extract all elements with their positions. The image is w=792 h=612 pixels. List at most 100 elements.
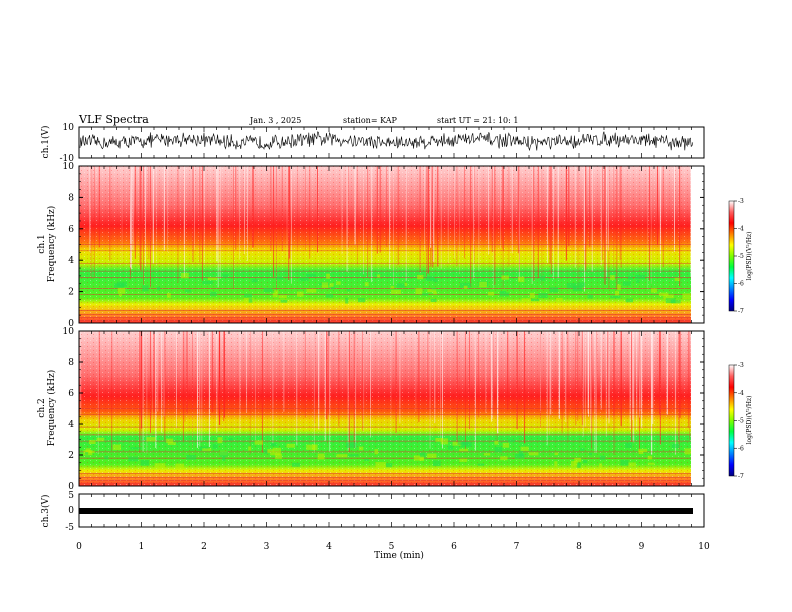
spectrogram-patch [682,293,692,300]
spectrogram-patch [417,274,424,280]
spectrogram-patch [272,447,281,454]
spectrogram-patch [479,281,487,288]
spectrogram-patch [358,446,364,451]
ch1-spec-ylabel-freq: Frequency (kHz) [46,206,57,283]
spectrogram-patch [529,292,535,298]
ch1-waveform-panel: 10 -10 ch.1(V) [40,123,705,164]
spectrogram-patch [413,455,424,461]
spectrogram-patch [166,438,174,443]
spectrogram-patch [658,292,669,297]
spectrogram-patch [459,458,468,462]
spectrogram-patch [571,461,576,467]
spectrogram-patch [501,275,509,280]
spectrogram-patch [663,294,674,300]
spectrogram-patch [364,282,369,287]
spectrogram-patch [499,292,509,297]
spectrogram-patch [243,297,254,304]
ch3-ytick-5: 5 [68,491,74,501]
spectrogram-patch [212,444,218,449]
colorbar-tick-label: -5 [738,418,744,425]
spectrogram-patch [615,290,619,296]
spectrogram-patch [217,437,223,444]
date-label: Jan. 3 , 2025 [249,116,301,125]
spectrogram-patch [248,298,253,303]
spectrogram-patch [280,300,288,303]
spectrogram-patch [415,288,423,294]
spectrogram-patch [583,460,588,464]
spectrogram-patch [665,298,676,304]
ch2-spec-ylabel-freq: Frequency (kHz) [46,370,57,447]
spectrogram-patch [636,279,640,283]
spectrogram-patch [435,438,443,442]
spectrogram-patch [130,447,142,450]
spectrogram-patch [248,446,252,451]
spectrogram-patch [622,281,631,286]
spectrogram-patch [651,288,657,293]
spectrogram-patch [520,446,529,451]
xtick-label: 9 [639,542,645,552]
spectrogram-patch [430,298,437,302]
spectrogram-patch [502,442,510,448]
ytick-label: 4 [68,256,74,266]
spectrogram-patch [329,283,334,287]
spectrogram-patch [263,288,273,293]
spectrogram-patch [186,455,197,460]
ch2-spectrogram-lines [79,331,694,485]
spectrogram-patch [463,285,468,289]
spectrogram-patch [674,277,680,281]
ytick-label: 6 [68,389,74,399]
colorbar-ch1-label: log(PSD)(V²/Hz) [746,232,753,281]
colorbar-ch1: -3 -4 -5 -6 -7 log(PSD)(V²/Hz) [728,198,753,315]
spectrogram-patch [306,274,316,277]
spectrogram-patch [336,281,341,285]
x-axis-label: Time (min) [374,550,424,561]
ch3-waveform-panel: 5 0 -5 ch.3(V) [40,491,705,533]
spectrogram-patch [116,281,127,287]
ch3-ylabel: ch.3(V) [40,495,51,528]
spectrogram-patch [325,294,334,298]
spectrogram-patch [167,293,171,298]
spectrogram-patch [228,438,233,441]
spectrogram-patch [459,448,469,452]
ch1-spec-ylabel-ch: ch.1 [37,234,47,253]
spectrogram-patch [96,437,105,442]
spectrogram-patch [531,298,539,302]
spectrogram-patch [452,441,463,446]
spectrogram-patch [202,280,213,285]
spectrogram-patch [167,442,176,445]
spectrogram-patch [390,286,395,289]
spectrogram-patch [278,295,287,299]
spectrogram-patch [483,453,491,456]
spectrogram-patch [628,276,633,280]
spectrogram-patch [538,293,548,298]
spectrogram-patch [128,456,139,462]
spectrogram-patch [625,298,633,303]
spectrogram-patch [684,448,692,455]
spectrogram-patch [635,275,646,279]
spectrogram-patch [588,453,592,456]
spectrogram-patch [377,274,381,278]
spectrogram-patch [104,455,109,460]
spectrogram-patch [331,285,335,290]
colorbar-tick-label: -5 [738,253,744,260]
colorbar-tick-label: -7 [738,473,744,480]
spectrogram-patch [297,291,304,297]
spectrogram-patch [610,275,615,281]
spectrogram-patch [554,452,559,456]
spectrogram-patch [364,458,370,461]
spectrogram-patch [574,457,582,462]
spectrogram-patch [518,450,523,457]
ytick-label: 2 [68,451,74,461]
spectrogram-patch [374,449,379,455]
spectrogram-patch [286,443,295,448]
xtick-label: 4 [326,542,332,552]
colorbar-tick-label: -6 [738,445,744,452]
spectrogram-patch [254,440,263,445]
spectrogram-patch [396,283,405,288]
ytick-label: 8 [68,358,74,368]
spectrogram-patch [358,298,366,303]
spectrogram-patch [577,282,586,287]
colorbar-tick-label: -4 [738,390,744,397]
ytick-label: 2 [68,288,74,298]
spectrogram-patch [620,459,629,466]
